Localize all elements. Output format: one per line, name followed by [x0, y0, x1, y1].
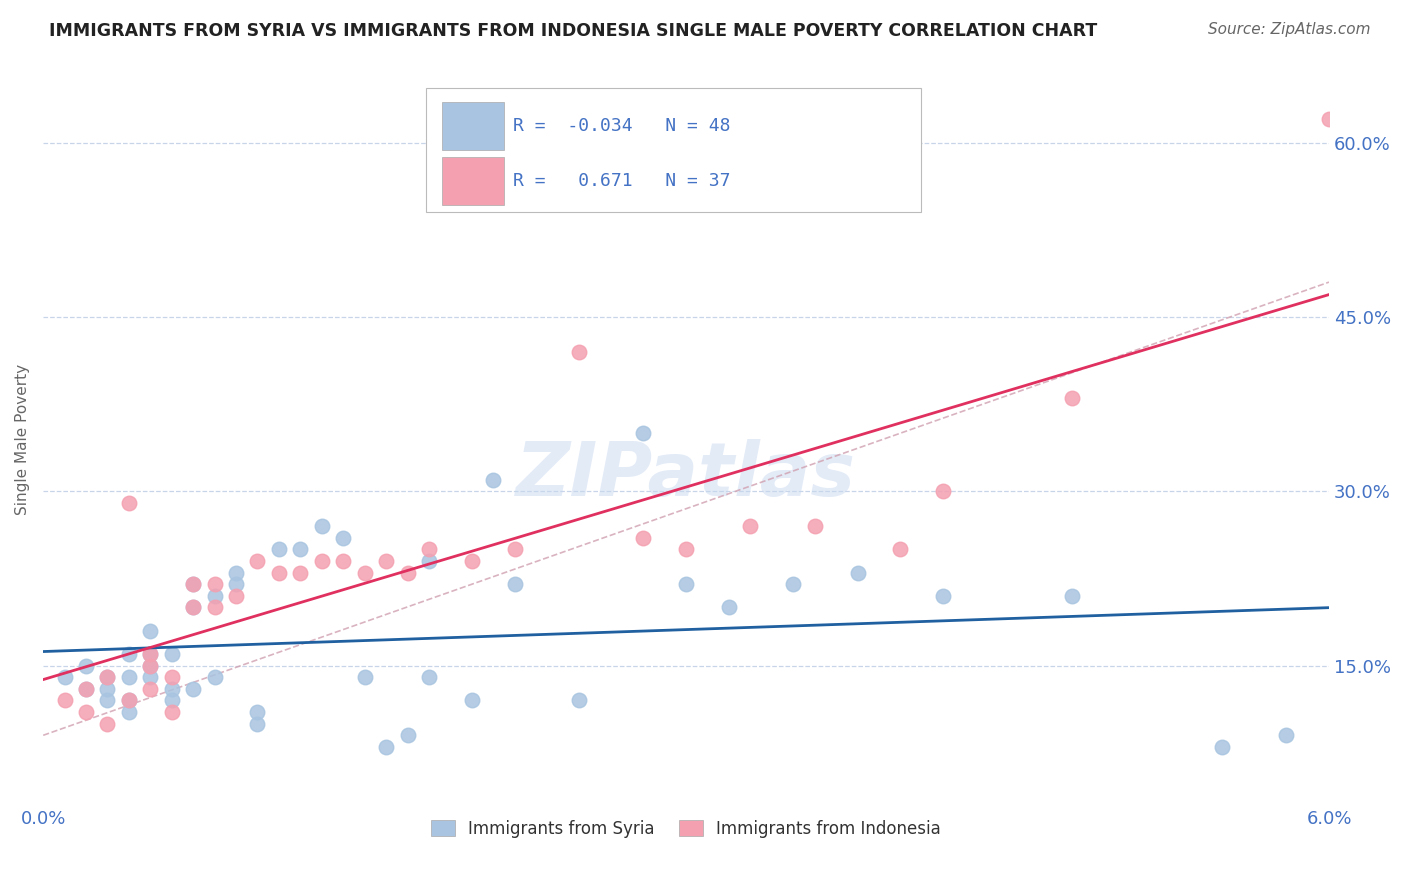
Point [204, 589, 226, 603]
Point [75, 658, 97, 673]
Point [160, 647, 183, 661]
Point [568, 693, 591, 707]
Point [53, 693, 76, 707]
Point [160, 693, 183, 707]
Text: ZIPatlas: ZIPatlas [516, 439, 856, 512]
Point [418, 542, 440, 557]
FancyBboxPatch shape [426, 87, 921, 212]
Point [96, 670, 118, 684]
Point [204, 577, 226, 591]
Point [631, 531, 654, 545]
Y-axis label: Single Male Poverty: Single Male Poverty [15, 363, 30, 515]
Point [740, 519, 762, 533]
Point [1275, 728, 1298, 742]
Point [311, 554, 333, 568]
Point [267, 566, 290, 580]
Point [503, 577, 526, 591]
Point [118, 693, 141, 707]
Point [96, 681, 118, 696]
Legend: Immigrants from Syria, Immigrants from Indonesia: Immigrants from Syria, Immigrants from I… [425, 813, 948, 844]
Point [118, 670, 141, 684]
Point [160, 670, 183, 684]
Point [118, 693, 141, 707]
Point [631, 426, 654, 441]
Point [204, 600, 226, 615]
Point [96, 716, 118, 731]
Point [75, 705, 97, 719]
Point [225, 589, 247, 603]
Point [482, 473, 505, 487]
Point [160, 705, 183, 719]
Point [181, 577, 204, 591]
Point [1060, 392, 1083, 406]
Point [53, 670, 76, 684]
Point [181, 600, 204, 615]
Point [139, 647, 162, 661]
Point [803, 519, 825, 533]
Point [118, 496, 141, 510]
Point [503, 542, 526, 557]
Point [461, 554, 484, 568]
Point [246, 554, 269, 568]
Point [1060, 589, 1083, 603]
Point [267, 542, 290, 557]
Point [1211, 739, 1233, 754]
Point [353, 566, 375, 580]
Point [160, 681, 183, 696]
Point [204, 670, 226, 684]
Point [461, 693, 484, 707]
Point [889, 542, 911, 557]
Point [846, 566, 869, 580]
Point [932, 484, 955, 499]
Point [290, 566, 312, 580]
Point [396, 566, 419, 580]
Point [96, 693, 118, 707]
Point [717, 600, 740, 615]
Point [75, 681, 97, 696]
Point [332, 554, 354, 568]
Point [118, 647, 141, 661]
Text: IMMIGRANTS FROM SYRIA VS IMMIGRANTS FROM INDONESIA SINGLE MALE POVERTY CORRELATI: IMMIGRANTS FROM SYRIA VS IMMIGRANTS FROM… [49, 22, 1098, 40]
Point [181, 600, 204, 615]
Point [782, 577, 804, 591]
Point [96, 670, 118, 684]
Point [353, 670, 375, 684]
Point [932, 589, 955, 603]
Point [246, 716, 269, 731]
Point [311, 519, 333, 533]
Point [75, 681, 97, 696]
Point [139, 658, 162, 673]
Point [225, 577, 247, 591]
FancyBboxPatch shape [441, 103, 503, 150]
Point [396, 728, 419, 742]
Point [375, 554, 398, 568]
Point [568, 344, 591, 359]
Point [118, 705, 141, 719]
Point [139, 624, 162, 638]
Point [675, 577, 697, 591]
Point [139, 681, 162, 696]
Point [246, 705, 269, 719]
Point [181, 577, 204, 591]
Point [1317, 112, 1340, 127]
Point [139, 658, 162, 673]
Text: R =   0.671   N = 37: R = 0.671 N = 37 [513, 172, 730, 190]
Point [139, 670, 162, 684]
Text: R =  -0.034   N = 48: R = -0.034 N = 48 [513, 117, 730, 135]
Point [225, 566, 247, 580]
Point [181, 681, 204, 696]
Point [418, 670, 440, 684]
Point [332, 531, 354, 545]
Point [675, 542, 697, 557]
Point [375, 739, 398, 754]
Point [290, 542, 312, 557]
FancyBboxPatch shape [441, 157, 503, 205]
Point [418, 554, 440, 568]
Point [139, 647, 162, 661]
Text: Source: ZipAtlas.com: Source: ZipAtlas.com [1208, 22, 1371, 37]
